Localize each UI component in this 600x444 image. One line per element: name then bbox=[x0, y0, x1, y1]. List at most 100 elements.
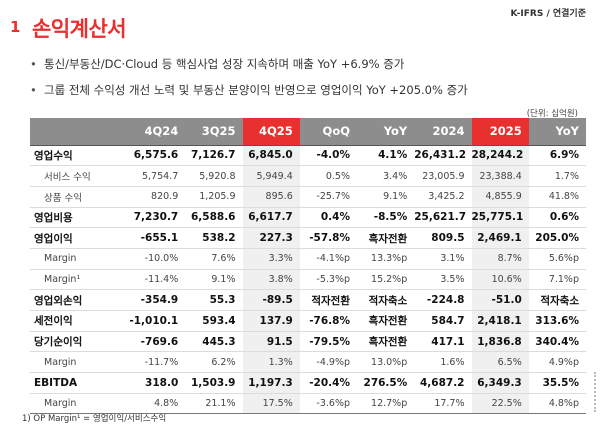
table-cell: 17.5% bbox=[242, 393, 300, 415]
table-cell: 25,621.7 bbox=[414, 207, 472, 229]
table-cell: 820.9 bbox=[128, 186, 186, 208]
table-row: 영업외손익 -354.9 55.3 -89.5 적자전환 적자축소 -224.8 -51.0 적… bbox=[30, 289, 586, 311]
table-cell: 205.0% bbox=[528, 227, 586, 249]
table-cell: 1.6% bbox=[414, 351, 472, 374]
table-cell: 0.5% bbox=[299, 165, 357, 187]
table-cell: 2,418.1 bbox=[471, 310, 529, 332]
table-cell: -25.7% bbox=[299, 186, 357, 208]
table-cell: 9.1% bbox=[357, 186, 415, 208]
bullet-dot-icon: • bbox=[30, 57, 37, 71]
table-row: Margin -11.7% 6.2% 1.3% -4.9%p 13.0%p 1.6% 6.5%… bbox=[30, 351, 586, 374]
table-cell: 25,775.1 bbox=[471, 207, 529, 229]
table-row: 영업비용 7,230.7 6,588.6 6,617.7 0.4% -8.5% 25,621… bbox=[30, 207, 586, 229]
table-cell: 6.9% bbox=[528, 144, 586, 167]
table-cell: 2,469.1 bbox=[471, 227, 529, 249]
table-cell: -354.9 bbox=[128, 289, 186, 311]
table-cell: 23,005.9 bbox=[414, 165, 472, 187]
table-cell: 91.5 bbox=[242, 331, 300, 353]
table-cell: -4.9%p bbox=[299, 351, 357, 374]
table-cell: 26,431.2 bbox=[414, 144, 472, 167]
table-header-row: 4Q24 3Q25 4Q25 QoQ YoY 2024 2025 YoY bbox=[30, 118, 586, 145]
column-header-highlighted: 4Q25 bbox=[242, 118, 300, 145]
table-cell: -224.8 bbox=[414, 289, 472, 311]
table-cell: 9.1% bbox=[185, 269, 243, 291]
page-title: 손익계산서 bbox=[32, 17, 127, 41]
table-cell: 3.3% bbox=[242, 248, 300, 270]
table-cell: 6.5% bbox=[471, 351, 529, 374]
table-row: 서비스 수익 5,754.7 5,920.8 5,949.4 0.5% 3.4% 23,00… bbox=[30, 165, 586, 187]
table-cell: 28,244.2 bbox=[471, 144, 529, 167]
table-cell: 1,205.9 bbox=[185, 186, 243, 208]
edge-decoration bbox=[594, 372, 597, 412]
table-cell: 6,575.6 bbox=[128, 144, 186, 167]
row-label: 당기순이익 bbox=[30, 331, 128, 353]
table-cell: 6,349.3 bbox=[471, 372, 529, 394]
table-cell: -8.5% bbox=[357, 207, 415, 229]
table-cell: 4.1% bbox=[357, 144, 415, 167]
slide-number: 1 bbox=[10, 18, 21, 36]
table-cell: -10.0% bbox=[128, 248, 186, 270]
table-row: 당기순이익 -769.6 445.3 91.5 -79.5% 흑자전환 417.1 1,836… bbox=[30, 331, 586, 353]
table-cell: 7.1%p bbox=[528, 269, 586, 291]
table-cell: 적자축소 bbox=[357, 289, 415, 311]
table-cell: 4,855.9 bbox=[471, 186, 529, 208]
row-label: Margin bbox=[30, 248, 128, 270]
table-cell: 809.5 bbox=[414, 227, 472, 249]
table-cell: 584.7 bbox=[414, 310, 472, 332]
column-header-highlighted: 2025 bbox=[471, 118, 529, 145]
table-cell: 417.1 bbox=[414, 331, 472, 353]
footnote: 1) OP Margin¹ = 영업이익/서비스수익 bbox=[22, 414, 167, 424]
table-cell: 23,388.4 bbox=[471, 165, 529, 187]
table-cell: 3.1% bbox=[414, 248, 472, 270]
table-row: 상품 수익 820.9 1,205.9 895.6 -25.7% 9.1% 3,425.2 4… bbox=[30, 186, 586, 208]
table-cell: 35.5% bbox=[528, 372, 586, 394]
table-cell: 13.3%p bbox=[357, 248, 415, 270]
table-cell: 1,836.8 bbox=[471, 331, 529, 353]
table-cell: 0.6% bbox=[528, 207, 586, 229]
table-cell: 313.6% bbox=[528, 310, 586, 332]
row-label: Margin bbox=[30, 351, 128, 374]
table-cell: 10.6% bbox=[471, 269, 529, 291]
table-cell: -4.1%p bbox=[299, 248, 357, 270]
table-cell: -76.8% bbox=[299, 310, 357, 332]
table-cell: -3.6%p bbox=[299, 393, 357, 415]
table-cell: 6.2% bbox=[185, 351, 243, 374]
table-cell: 흑자전환 bbox=[357, 227, 415, 249]
summary-bullet-text: 통신/부동산/DC·Cloud 등 핵심사업 성장 지속하며 매출 YoY +6… bbox=[44, 57, 405, 71]
summary-bullet: • 통신/부동산/DC·Cloud 등 핵심사업 성장 지속하며 매출 YoY +… bbox=[30, 56, 590, 82]
row-label: 세전이익 bbox=[30, 310, 128, 332]
table-cell: 6,845.0 bbox=[242, 144, 300, 167]
table-cell: 15.2%p bbox=[357, 269, 415, 291]
table-cell: 4.9%p bbox=[528, 351, 586, 374]
column-header: QoQ bbox=[299, 118, 357, 145]
table-cell: 1,503.9 bbox=[185, 372, 243, 394]
table-row: Margin¹ -11.4% 9.1% 3.8% -5.3%p 15.2%p 3.5% 10.… bbox=[30, 269, 586, 291]
table-cell: -4.0% bbox=[299, 144, 357, 167]
table-row: 영업수익 6,575.6 7,126.7 6,845.0 -4.0% 4.1% 26,431… bbox=[30, 144, 586, 167]
table-cell: 3.5% bbox=[414, 269, 472, 291]
table-cell: 6,588.6 bbox=[185, 207, 243, 229]
table-cell: 17.7% bbox=[414, 393, 472, 415]
row-label: 영업비용 bbox=[30, 207, 128, 229]
row-label: EBITDA bbox=[30, 372, 128, 394]
table-cell: 3.4% bbox=[357, 165, 415, 187]
column-header bbox=[30, 118, 128, 145]
table-cell: 4.8% bbox=[128, 393, 186, 415]
table-cell: 5,754.7 bbox=[128, 165, 186, 187]
table-cell: 538.2 bbox=[185, 227, 243, 249]
table-cell: 5,949.4 bbox=[242, 165, 300, 187]
table-cell: 445.3 bbox=[185, 331, 243, 353]
table-cell: 0.4% bbox=[299, 207, 357, 229]
table-cell: 1,197.3 bbox=[242, 372, 300, 394]
table-cell: -655.1 bbox=[128, 227, 186, 249]
table-cell: 7,230.7 bbox=[128, 207, 186, 229]
bullet-dot-icon: • bbox=[30, 83, 37, 97]
table-cell: 21.1% bbox=[185, 393, 243, 415]
table-cell: -79.5% bbox=[299, 331, 357, 353]
column-header: 3Q25 bbox=[185, 118, 243, 145]
table-cell: -89.5 bbox=[242, 289, 300, 311]
column-header: YoY bbox=[357, 118, 415, 145]
table-cell: 41.8% bbox=[528, 186, 586, 208]
unit-label: (단위: 십억원) bbox=[526, 109, 578, 119]
row-label: 상품 수익 bbox=[30, 186, 128, 208]
